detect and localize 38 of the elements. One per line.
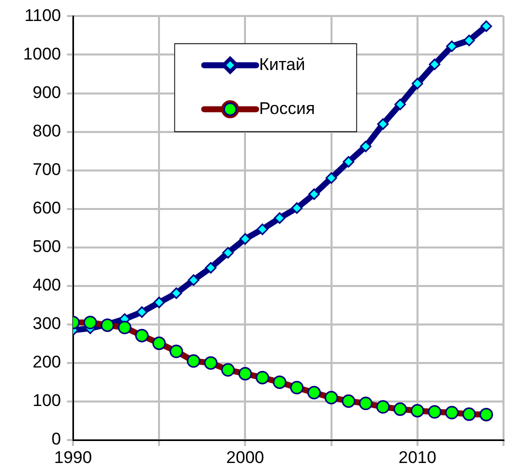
y-tick-label: 500	[32, 237, 61, 256]
y-tick-label: 1000	[23, 44, 61, 64]
point	[326, 172, 338, 184]
y-tick-label: 300	[32, 314, 61, 334]
y-tick-label: 600	[32, 198, 61, 218]
y-tick-label: 700	[32, 160, 61, 179]
point	[239, 233, 251, 245]
x-tick-label: 2010	[398, 448, 436, 467]
point	[153, 296, 165, 308]
point	[377, 118, 389, 130]
point	[480, 20, 492, 32]
y-tick-label: 900	[32, 82, 61, 102]
point	[291, 202, 303, 214]
point	[170, 287, 182, 299]
point	[136, 306, 148, 318]
point	[360, 140, 372, 152]
y-tick-label: 800	[32, 121, 61, 140]
point	[446, 40, 458, 52]
y-tick-label: 100	[32, 391, 61, 410]
point	[428, 58, 440, 70]
x-tick-label: 1990	[54, 448, 92, 467]
point	[394, 98, 406, 110]
point	[463, 34, 475, 46]
y-tick-label: 1100	[24, 6, 61, 25]
point	[205, 262, 217, 274]
point	[274, 212, 286, 224]
point	[412, 78, 424, 90]
legend-label: Китай	[259, 54, 306, 74]
legend-label: Россия	[259, 98, 315, 118]
y-tick-label: 400	[32, 276, 61, 295]
y-tick-label: 200	[32, 352, 61, 372]
y-tick-label: 0	[52, 430, 61, 449]
point	[188, 274, 200, 286]
point	[342, 156, 354, 168]
x-tick-label: 2000	[226, 448, 264, 467]
point	[256, 224, 268, 236]
point	[222, 247, 234, 259]
point	[308, 188, 320, 200]
